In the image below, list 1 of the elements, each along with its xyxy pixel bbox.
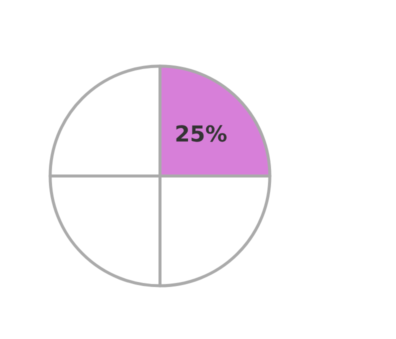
data-label: 25%	[174, 122, 228, 148]
